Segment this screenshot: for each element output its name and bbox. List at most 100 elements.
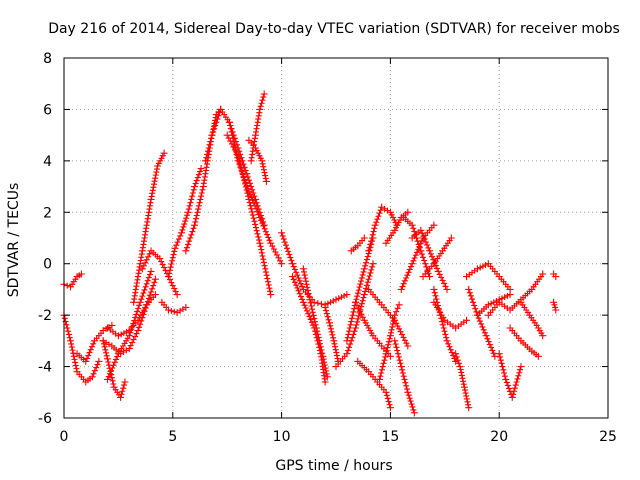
trail-point <box>143 280 150 287</box>
data-point <box>430 285 438 293</box>
trail-point <box>341 292 348 299</box>
trail-point <box>328 328 335 335</box>
trail-point <box>346 325 353 331</box>
trail-point <box>394 347 401 354</box>
plot-frame <box>63 57 609 419</box>
trail-point <box>284 245 291 252</box>
trail-point <box>399 366 406 373</box>
trail-point <box>552 304 559 311</box>
data-point <box>67 283 75 291</box>
trail-point <box>185 241 192 248</box>
trail-point <box>144 277 151 284</box>
trail-point <box>258 100 265 107</box>
trail-point <box>250 200 257 207</box>
trail-point <box>402 379 409 386</box>
trail-point <box>367 269 374 276</box>
trail-point <box>425 244 432 251</box>
trail-point <box>149 285 156 292</box>
trail-point <box>267 288 274 295</box>
data-point <box>386 352 394 360</box>
data-point <box>386 404 394 412</box>
trail-point <box>203 154 210 161</box>
trail-point <box>227 122 234 129</box>
trail-point <box>314 331 321 338</box>
trail-point <box>438 274 445 281</box>
trail-point <box>401 376 408 383</box>
trail-point <box>331 340 338 347</box>
trail-point <box>434 299 441 306</box>
trail-point <box>358 274 365 281</box>
trail-point <box>152 172 159 179</box>
trail-point <box>243 187 250 194</box>
trail-point <box>307 316 314 323</box>
trail-point <box>168 307 175 314</box>
data-point <box>386 332 394 340</box>
trail-point <box>254 230 261 237</box>
trail-point <box>470 299 477 306</box>
data-point <box>369 332 377 340</box>
data-point <box>539 332 547 340</box>
trail-point <box>359 297 366 304</box>
trail-point <box>442 283 449 290</box>
trail-point <box>159 152 166 159</box>
y-tick-labels: -6 -4 -2 0 2 4 6 8 <box>38 51 52 427</box>
data-point <box>404 208 412 216</box>
trail-point <box>301 272 308 279</box>
trail-point <box>186 202 193 209</box>
trail-point <box>111 359 118 366</box>
data-point <box>201 157 209 165</box>
trail-point <box>129 323 136 330</box>
trail-point <box>245 177 252 184</box>
trail-point <box>181 221 188 228</box>
data-point <box>147 267 155 275</box>
trail-point <box>297 293 304 300</box>
trail-point <box>91 367 98 374</box>
trail-point <box>416 244 423 251</box>
trail-point <box>248 183 255 190</box>
trail-point <box>261 262 268 269</box>
trail-point <box>183 215 190 222</box>
trail-point <box>364 253 371 260</box>
data-point <box>251 195 259 203</box>
data-point <box>151 291 159 299</box>
trail-point <box>262 172 269 179</box>
trail-point <box>358 300 365 307</box>
data-point <box>502 375 510 383</box>
trail-point <box>462 387 469 394</box>
trail-point <box>441 280 448 287</box>
trail-point <box>348 318 355 325</box>
trail-point <box>516 369 523 376</box>
trail-point <box>279 232 286 239</box>
y-tick-label: -2 <box>38 308 52 324</box>
trail-point <box>431 289 438 296</box>
trail-point <box>140 311 147 318</box>
trail-point <box>498 295 505 302</box>
trail-point <box>209 129 216 136</box>
trail-point <box>385 341 392 348</box>
data-point <box>378 342 386 350</box>
trail-point <box>504 382 511 389</box>
y-tick-label: 2 <box>43 205 52 221</box>
trail-point <box>318 301 325 307</box>
trail-point <box>498 360 505 367</box>
trail-point <box>252 221 259 228</box>
trail-point <box>293 282 300 289</box>
trail-point <box>105 373 112 380</box>
trail-point <box>488 300 495 307</box>
trail-point <box>497 353 504 360</box>
trail-point <box>139 293 146 300</box>
trail-point <box>403 275 410 281</box>
trail-point <box>152 175 159 182</box>
trail-point <box>309 309 316 316</box>
trail-point <box>183 244 190 251</box>
trail-point <box>296 290 303 297</box>
data-point <box>330 337 338 345</box>
data-point <box>173 291 181 299</box>
trail-point <box>61 315 68 322</box>
data-point <box>278 260 286 268</box>
trail-point <box>258 217 265 224</box>
trail-point <box>364 279 371 286</box>
trail-point <box>385 398 392 405</box>
trail-point <box>505 385 512 392</box>
trail-point <box>238 165 245 172</box>
